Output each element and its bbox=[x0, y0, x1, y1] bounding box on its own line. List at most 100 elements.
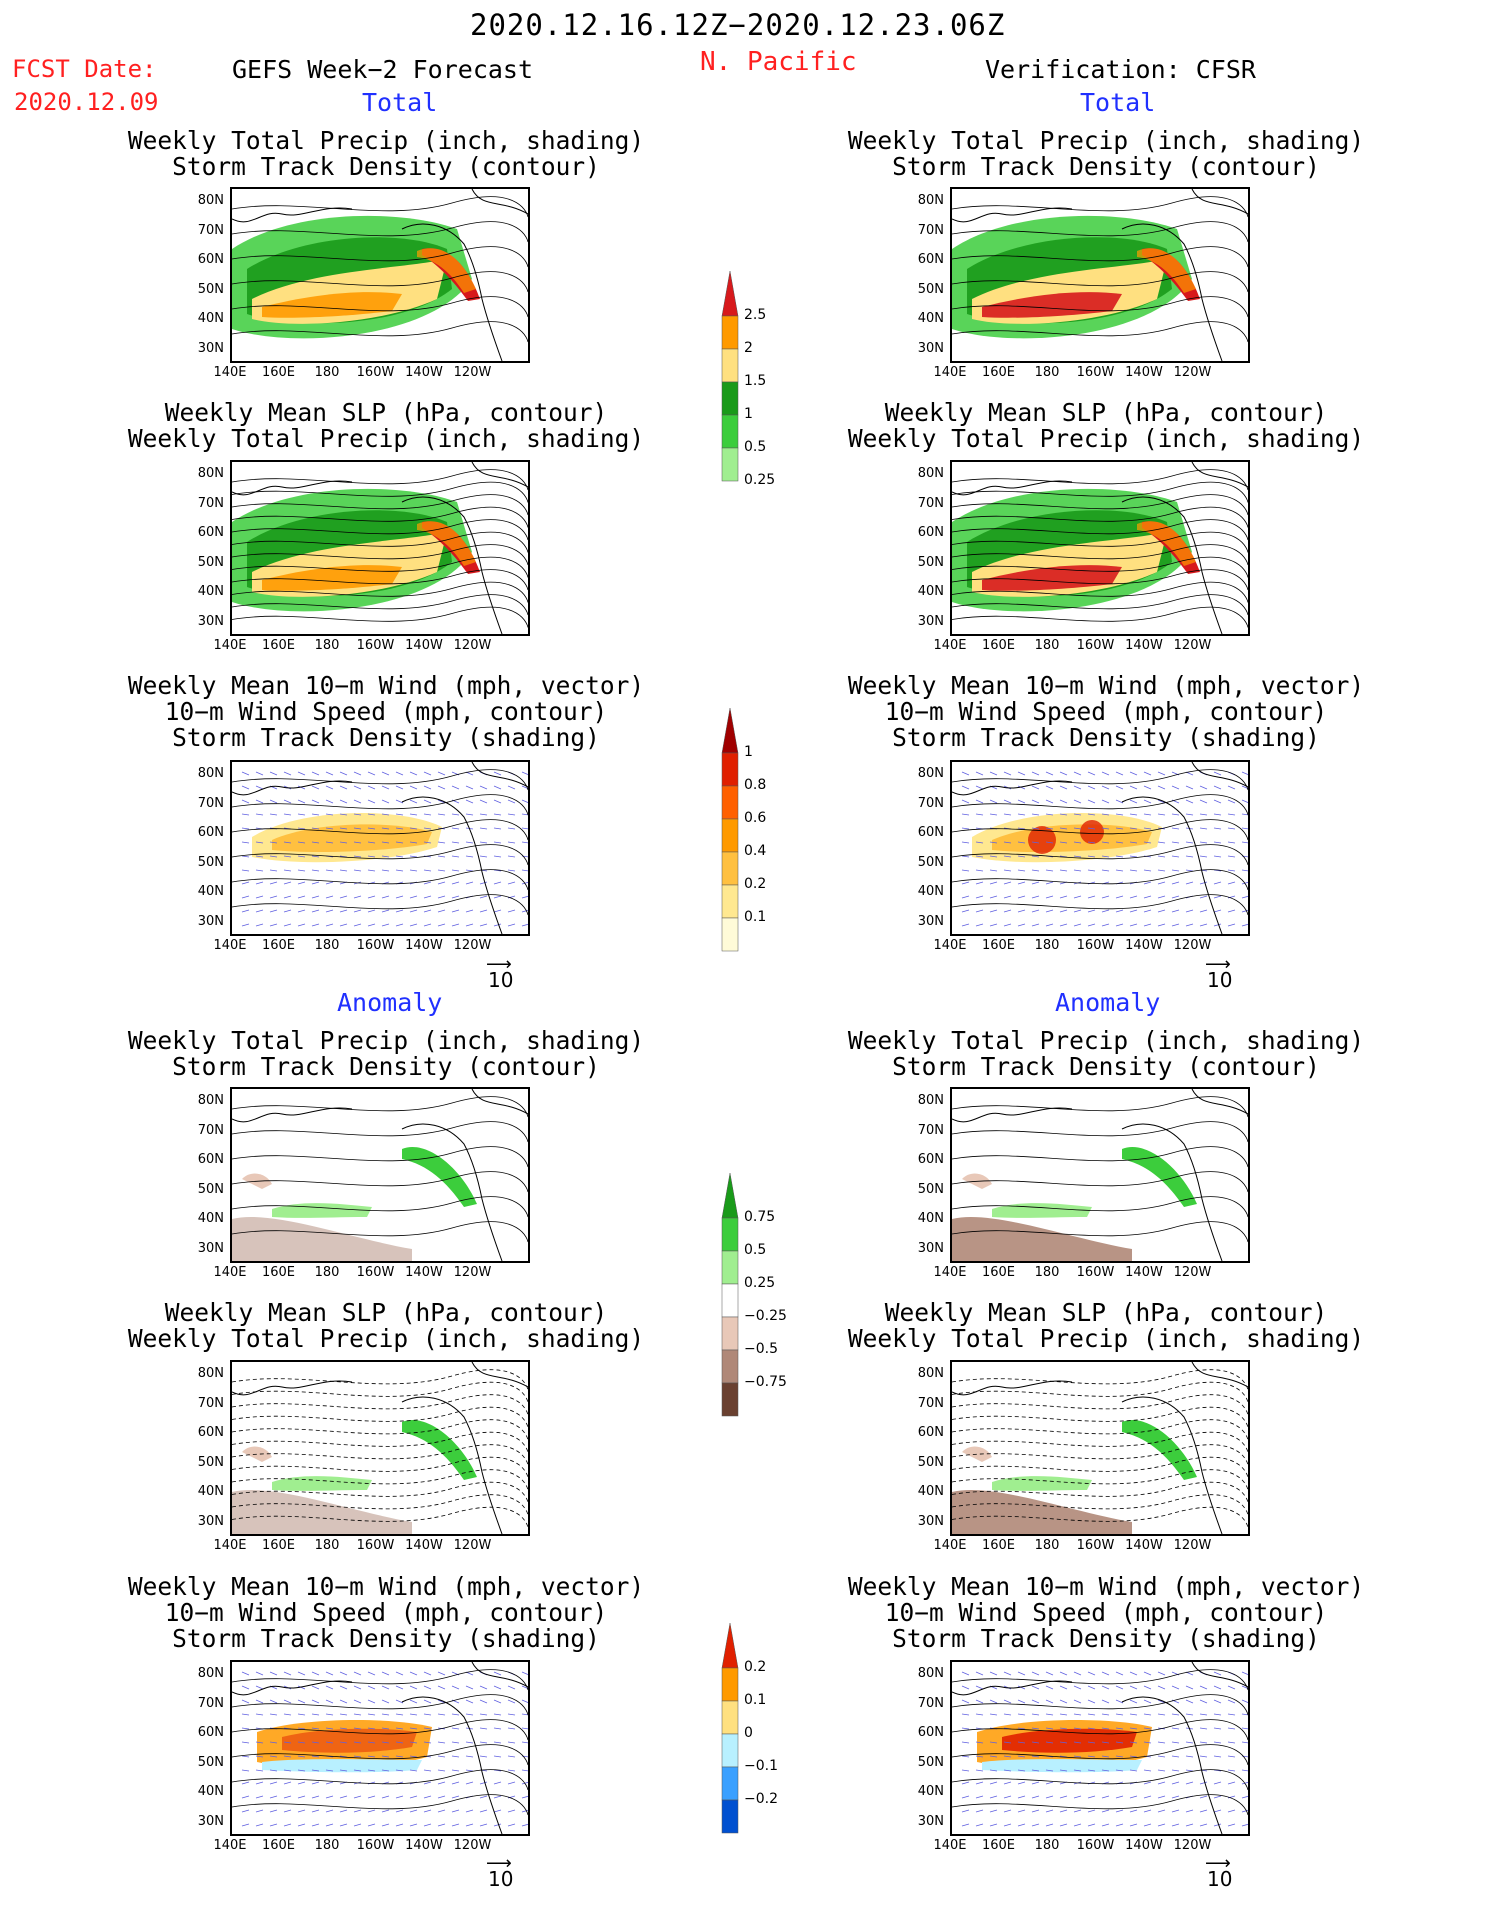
map-wind-track-total-cfsr bbox=[950, 760, 1250, 936]
lat-tick-label: 30N bbox=[917, 340, 944, 356]
lat-tick-label: 40N bbox=[197, 1484, 224, 1499]
lat-tick-label: 40N bbox=[917, 1484, 944, 1499]
colorbar-swatch bbox=[721, 1622, 739, 1669]
lon-tick-label: 120W bbox=[1173, 365, 1212, 380]
lon-tick-label: 160E bbox=[981, 938, 1016, 953]
lon-tick-label: 140W bbox=[1125, 1265, 1163, 1280]
lat-tick-label: 40N bbox=[197, 311, 224, 326]
panel-title-slp-precip-anom-gefs: Weekly Mean SLP (hPa, contour) Weekly To… bbox=[127, 1298, 645, 1353]
map-precip-track-total-cfsr bbox=[950, 187, 1250, 363]
lon-tick-label: 140E bbox=[213, 365, 247, 380]
lon-tick-label: 140E bbox=[933, 1265, 967, 1280]
lon-tick-label: 140W bbox=[1125, 938, 1163, 953]
lon-tick-label: 120W bbox=[453, 1838, 492, 1853]
panel-title-wind-track-total-cfsr: Weekly Mean 10−m Wind (mph, vector) 10−m… bbox=[847, 671, 1365, 752]
map-canvas bbox=[952, 762, 1248, 934]
map-canvas bbox=[232, 462, 528, 634]
colorbar-precip-anom: 0.75 0.5 0.25 −0.25 −0.5 −0.75 bbox=[720, 1170, 787, 1435]
lon-tick-label: 160E bbox=[261, 1538, 296, 1553]
lon-tick-label: 160E bbox=[981, 638, 1016, 653]
lon-tick-label: 160E bbox=[261, 638, 296, 653]
lon-tick-label: 160E bbox=[981, 1265, 1016, 1280]
map-slp-precip-total-cfsr bbox=[950, 460, 1250, 636]
lat-tick-label: 60N bbox=[197, 1725, 224, 1740]
lat-tick-label: 80N bbox=[197, 1366, 224, 1381]
map-canvas bbox=[952, 462, 1248, 634]
lon-tick-label: 140E bbox=[213, 1265, 247, 1280]
colorbar-swatch bbox=[721, 1172, 739, 1219]
colorbar-strip bbox=[721, 707, 739, 952]
lat-tick-label: 30N bbox=[197, 1513, 224, 1529]
lat-tick-label: 70N bbox=[917, 1395, 944, 1411]
colorbar-label: 0.2 bbox=[744, 876, 767, 892]
lon-tick-label: 140W bbox=[405, 1265, 443, 1280]
lon-tick-label: 160E bbox=[261, 365, 296, 380]
lat-tick-label: 70N bbox=[917, 1122, 944, 1138]
lon-tick-label: 140W bbox=[405, 365, 443, 380]
lon-tick-label: 160E bbox=[261, 1838, 296, 1853]
lon-tick-label: 160W bbox=[356, 1838, 395, 1853]
colorbar-swatch bbox=[721, 818, 739, 853]
lat-tick-label: 60N bbox=[197, 525, 224, 540]
lon-tick-label: 160W bbox=[1076, 365, 1115, 380]
lon-tick-label: 140W bbox=[1125, 638, 1163, 653]
lat-tick-label: 50N bbox=[197, 554, 224, 570]
colorbar-swatch bbox=[721, 1766, 739, 1801]
lon-tick-label: 140W bbox=[405, 638, 443, 653]
lat-tick-label: 50N bbox=[197, 1181, 224, 1197]
lat-tick-label: 70N bbox=[197, 795, 224, 811]
map-canvas bbox=[232, 1089, 528, 1261]
colorbar-swatch bbox=[721, 785, 739, 820]
lat-tick-label: 50N bbox=[917, 554, 944, 570]
lat-tick-label: 40N bbox=[917, 884, 944, 899]
colorbar-label: 2 bbox=[744, 340, 753, 356]
lat-tick-label: 60N bbox=[917, 825, 944, 840]
lat-tick-label: 30N bbox=[197, 613, 224, 629]
lon-tick-label: 140E bbox=[213, 1538, 247, 1553]
lon-tick-label: 160W bbox=[1076, 1538, 1115, 1553]
colorbar-label: 0.1 bbox=[744, 909, 767, 925]
lon-tick-label: 160E bbox=[261, 938, 296, 953]
fcst-date-value: 2020.12.09 bbox=[14, 88, 159, 116]
lat-tick-label: 60N bbox=[917, 525, 944, 540]
region-title: N. Pacific bbox=[700, 47, 857, 77]
colorbar-swatch bbox=[721, 1250, 739, 1285]
panel-title-wind-track-anom-cfsr: Weekly Mean 10−m Wind (mph, vector) 10−m… bbox=[847, 1572, 1365, 1653]
panel-title-wind-track-anom-gefs: Weekly Mean 10−m Wind (mph, vector) 10−m… bbox=[127, 1572, 645, 1653]
vector-ref-anom-cfsr: ⟶ 10 bbox=[1205, 1853, 1233, 1891]
section-anomaly-left: Anomaly bbox=[337, 988, 443, 1017]
colorbar-swatch bbox=[721, 1283, 739, 1318]
lat-tick-label: 80N bbox=[197, 1666, 224, 1681]
lon-tick-label: 140E bbox=[213, 938, 247, 953]
map-slp-precip-total-gefs bbox=[230, 460, 530, 636]
lon-tick-label: 160W bbox=[356, 638, 395, 653]
map-slp-precip-anom-gefs bbox=[230, 1360, 530, 1536]
lat-tick-label: 30N bbox=[197, 340, 224, 356]
colorbar-swatch bbox=[721, 917, 739, 952]
lat-tick-label: 70N bbox=[917, 495, 944, 511]
colorbar-label: 0.2 bbox=[744, 1659, 767, 1675]
lat-tick-label: 40N bbox=[197, 584, 224, 599]
panel-title-slp-precip-anom-cfsr: Weekly Mean SLP (hPa, contour) Weekly To… bbox=[847, 1298, 1365, 1353]
map-canvas bbox=[232, 762, 528, 934]
lat-tick-label: 70N bbox=[197, 1695, 224, 1711]
lon-tick-label: 160W bbox=[1076, 638, 1115, 653]
lat-tick-label: 80N bbox=[197, 766, 224, 781]
colorbar-track-anom: 0.2 0.1 0 −0.1 −0.2 bbox=[720, 1620, 778, 1852]
lat-tick-label: 30N bbox=[917, 1813, 944, 1829]
colorbar-swatch bbox=[721, 752, 739, 787]
colorbar-swatch bbox=[721, 707, 739, 754]
colorbar-label: −0.5 bbox=[744, 1341, 778, 1357]
panel-title-precip-track-anom-cfsr: Weekly Total Precip (inch, shading) Stor… bbox=[847, 1026, 1365, 1081]
colorbar-swatch bbox=[721, 884, 739, 919]
lon-tick-label: 140E bbox=[213, 1838, 247, 1853]
colorbar-label: 1 bbox=[744, 406, 753, 422]
lat-tick-label: 50N bbox=[197, 1754, 224, 1770]
lon-tick-label: 160W bbox=[1076, 1265, 1115, 1280]
colorbar-label: −0.1 bbox=[744, 1758, 778, 1774]
lat-tick-label: 80N bbox=[197, 1093, 224, 1108]
lat-tick-label: 70N bbox=[917, 795, 944, 811]
lat-tick-label: 60N bbox=[917, 1152, 944, 1167]
lat-tick-label: 40N bbox=[197, 884, 224, 899]
colorbar-label: 0.5 bbox=[744, 439, 767, 455]
